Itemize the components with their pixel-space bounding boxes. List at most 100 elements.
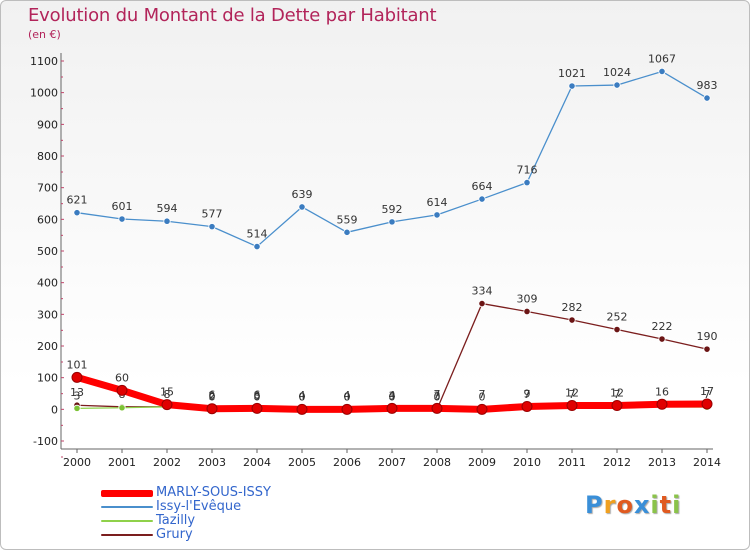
- data-point: [611, 400, 623, 412]
- data-label: 7: [434, 388, 441, 401]
- data-point: [703, 94, 711, 102]
- data-label: 594: [157, 202, 178, 215]
- data-label: 514: [247, 228, 268, 241]
- logo-letter: x: [633, 491, 651, 519]
- data-label: 16: [655, 385, 669, 398]
- data-point: [388, 218, 396, 226]
- x-tick-label: 2000: [63, 456, 91, 469]
- data-label: 1021: [558, 67, 586, 80]
- data-label: 7: [569, 388, 576, 401]
- data-label: 7: [524, 388, 531, 401]
- data-label: 559: [337, 213, 358, 226]
- data-label: 3: [389, 389, 396, 402]
- x-tick-label: 2005: [288, 456, 316, 469]
- legend-label-tazilly: Tazilly: [156, 513, 196, 528]
- x-tick-label: 2001: [108, 456, 136, 469]
- data-point: [656, 398, 668, 410]
- data-label: 0: [344, 390, 351, 403]
- x-tick-label: 2014: [693, 456, 721, 469]
- data-point: [253, 242, 261, 251]
- data-label: 592: [382, 203, 403, 216]
- data-point: [568, 82, 576, 90]
- x-tick-label: 2011: [558, 456, 586, 469]
- data-label: 4: [389, 389, 396, 402]
- data-label: 2: [209, 390, 216, 403]
- data-point: [161, 399, 173, 411]
- data-label: 309: [517, 292, 538, 305]
- data-label: 15: [160, 386, 174, 399]
- data-label: 334: [472, 285, 493, 298]
- data-point: [613, 81, 621, 89]
- logo-letter: o: [616, 491, 634, 519]
- y-tick-label: 100: [37, 372, 58, 385]
- data-label: 0: [389, 390, 396, 403]
- data-point: [71, 371, 83, 383]
- data-label: 6: [254, 388, 261, 401]
- data-point: [613, 325, 621, 334]
- data-point: [566, 400, 578, 412]
- data-point: [658, 335, 666, 343]
- data-point: [478, 299, 486, 308]
- data-label: 0: [434, 390, 441, 403]
- data-point: [296, 403, 308, 415]
- legend-swatch-tazilly: [101, 520, 153, 522]
- y-tick-label: 700: [37, 182, 58, 195]
- legend-label-issy: Issy-l'Evêque: [156, 499, 242, 514]
- data-label: 621: [67, 194, 88, 207]
- data-point: [206, 403, 218, 415]
- data-label: 7: [614, 388, 621, 401]
- y-tick-label: 500: [37, 245, 58, 258]
- x-tick-label: 2012: [603, 456, 631, 469]
- x-tick-label: 2002: [153, 456, 181, 469]
- data-point: [658, 67, 666, 76]
- logo-letter: i: [672, 491, 682, 519]
- data-label: 716: [517, 164, 538, 177]
- data-label: 0: [254, 390, 261, 403]
- data-label: 3: [254, 389, 261, 402]
- data-point: [431, 402, 443, 414]
- data-label: 13: [70, 386, 84, 399]
- data-label: 6: [209, 388, 216, 401]
- data-point: [163, 217, 171, 225]
- y-tick-label: 200: [37, 340, 58, 353]
- x-tick-label: 2003: [198, 456, 226, 469]
- data-label: 252: [607, 311, 628, 324]
- data-label: 601: [112, 200, 133, 213]
- y-tick-label: 400: [37, 277, 58, 290]
- y-tick-label: 600: [37, 213, 58, 226]
- y-tick-label: 300: [37, 308, 58, 321]
- chart-unit: (en €): [28, 28, 61, 41]
- data-label: 3: [434, 389, 441, 402]
- data-point: [523, 179, 531, 187]
- data-point: [118, 404, 126, 412]
- y-tick-label: 900: [37, 118, 58, 131]
- legend-swatch-marly: [101, 490, 153, 497]
- data-label: 577: [202, 208, 223, 221]
- x-tick-label: 2006: [333, 456, 361, 469]
- data-label: 8: [164, 388, 171, 401]
- legend-label-marly: MARLY-SOUS-ISSY: [156, 485, 271, 500]
- x-tick-label: 2009: [468, 456, 496, 469]
- x-tick-label: 2013: [648, 456, 676, 469]
- data-label: 4: [344, 389, 351, 402]
- data-point: [521, 400, 533, 412]
- data-label: 614: [427, 196, 448, 209]
- y-tick-label: 0: [51, 403, 58, 416]
- data-point: [118, 215, 126, 223]
- data-point: [343, 228, 351, 236]
- data-label: 282: [562, 301, 583, 314]
- data-label: 3: [74, 389, 81, 402]
- data-point: [298, 203, 306, 211]
- data-point: [703, 345, 711, 353]
- legend-swatch-grury: [101, 534, 153, 536]
- data-label: 639: [292, 188, 313, 201]
- data-label: 1024: [603, 66, 631, 79]
- data-label: 4: [299, 389, 306, 402]
- y-tick-label: 1000: [30, 87, 58, 100]
- data-point: [251, 402, 263, 414]
- data-point: [433, 211, 441, 219]
- x-tick-label: 2004: [243, 456, 271, 469]
- data-label: 0: [209, 390, 216, 403]
- x-tick-label: 2007: [378, 456, 406, 469]
